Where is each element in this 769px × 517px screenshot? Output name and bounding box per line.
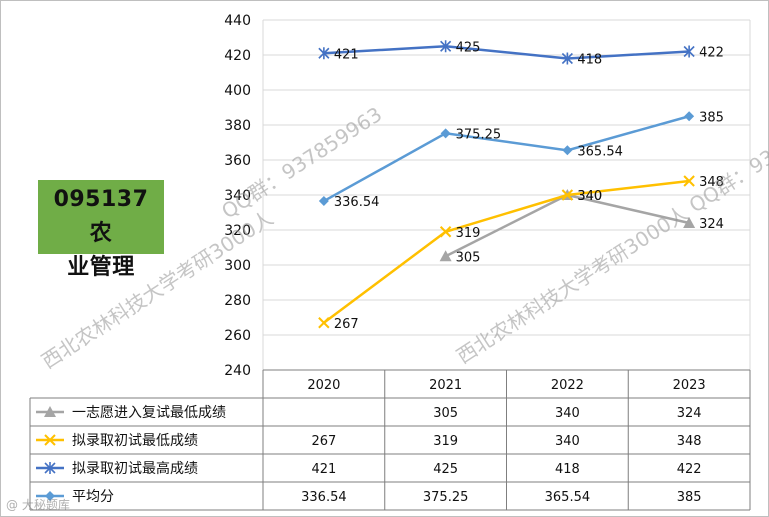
badge-line-2: 业管理: [67, 255, 135, 280]
marker-s1-2023: [683, 175, 695, 187]
table-cell-s0-2021: 305: [433, 406, 458, 421]
legend-label-2: 拟录取初试最高成绩: [72, 460, 198, 477]
x-tick-2021: 2021: [429, 378, 462, 393]
legend-marker-2: [44, 462, 56, 474]
data-label-s1-2023: 348: [699, 175, 724, 190]
marker-s3-2020: [318, 196, 329, 207]
y-tick-260: 260: [224, 328, 251, 344]
table-cell-s2-2021: 425: [433, 462, 458, 477]
legend-marker-0: [44, 406, 56, 417]
marker-s2-2020: [318, 47, 330, 60]
data-label-s1-2021: 319: [456, 226, 481, 241]
legend-marker-1: [44, 434, 56, 446]
corner-logo-text: @ 大秘题库: [6, 498, 70, 512]
marker-s0-2021: [439, 250, 452, 262]
data-label-s3-2023: 385: [699, 110, 724, 125]
legend-label-3: 平均分: [72, 489, 114, 505]
marker-s3-2021: [440, 128, 451, 139]
marker-s0-2023: [683, 217, 696, 228]
table-cell-s2-2023: 422: [677, 462, 702, 477]
legend-marker-3: [45, 491, 55, 501]
marker-s3-2023: [684, 111, 695, 122]
y-tick-380: 380: [224, 118, 251, 134]
data-label-s1-2020: 267: [334, 317, 359, 332]
data-label-s2-2023: 422: [699, 46, 724, 61]
marker-s2-2022: [561, 52, 573, 65]
y-tick-360: 360: [224, 153, 251, 169]
legend-label-1: 拟录取初试最低成绩: [72, 432, 198, 449]
marker-s2-2021: [440, 40, 452, 53]
data-label-s0-2023: 324: [699, 217, 724, 232]
table-cell-s1-2023: 348: [677, 434, 702, 449]
data-label-s2-2021: 425: [456, 40, 481, 55]
series-line-1: [323, 179, 690, 324]
data-label-s3-2022: 365.54: [577, 144, 623, 159]
y-tick-280: 280: [224, 293, 251, 309]
series-line-3: [323, 115, 690, 203]
data-label-s0-2021: 305: [456, 250, 481, 265]
series-line-0: [445, 193, 690, 258]
data-label-s3-2021: 375.25: [456, 127, 502, 142]
x-tick-2022: 2022: [551, 378, 584, 393]
legend-label-0: 一志愿进入复试最低成绩: [72, 404, 226, 421]
marker-s3-2022: [562, 145, 573, 156]
y-tick-420: 420: [224, 48, 251, 64]
y-tick-340: 340: [224, 188, 251, 204]
series-line-2: [323, 44, 690, 60]
y-tick-440: 440: [224, 13, 251, 29]
marker-s1-2020: [318, 317, 330, 329]
marker-s1-2021: [439, 226, 452, 238]
badge-line-1: 095137农: [53, 187, 149, 246]
table-cell-s0-2022: 340: [555, 406, 580, 421]
table-cell-s3-2020: 336.54: [301, 490, 347, 505]
table-cell-s3-2022: 365.54: [545, 490, 591, 505]
table-cell-s1-2021: 319: [433, 434, 458, 449]
marker-s1-2022: [561, 189, 574, 201]
table-cell-s0-2023: 324: [677, 406, 702, 421]
data-label-s2-2020: 421: [334, 47, 359, 62]
data-label-s3-2020: 336.54: [334, 195, 380, 210]
table-cell-s2-2020: 421: [311, 462, 336, 477]
y-tick-400: 400: [224, 83, 251, 99]
y-tick-300: 300: [224, 258, 251, 274]
table-cell-s1-2022: 340: [555, 434, 580, 449]
y-tick-320: 320: [224, 223, 251, 239]
table-cell-s1-2020: 267: [311, 434, 336, 449]
data-label-s1-2022: 340: [577, 189, 602, 204]
data-label-s2-2022: 418: [577, 53, 602, 68]
x-tick-2023: 2023: [673, 378, 706, 393]
table-cell-s3-2021: 375.25: [423, 490, 469, 505]
y-tick-240: 240: [224, 363, 251, 379]
marker-s2-2023: [683, 45, 695, 58]
x-tick-2020: 2020: [307, 378, 340, 393]
major-badge: 095137农 业管理: [38, 180, 164, 280]
table-cell-s3-2023: 385: [677, 490, 702, 505]
table-cell-s2-2022: 418: [555, 462, 580, 477]
